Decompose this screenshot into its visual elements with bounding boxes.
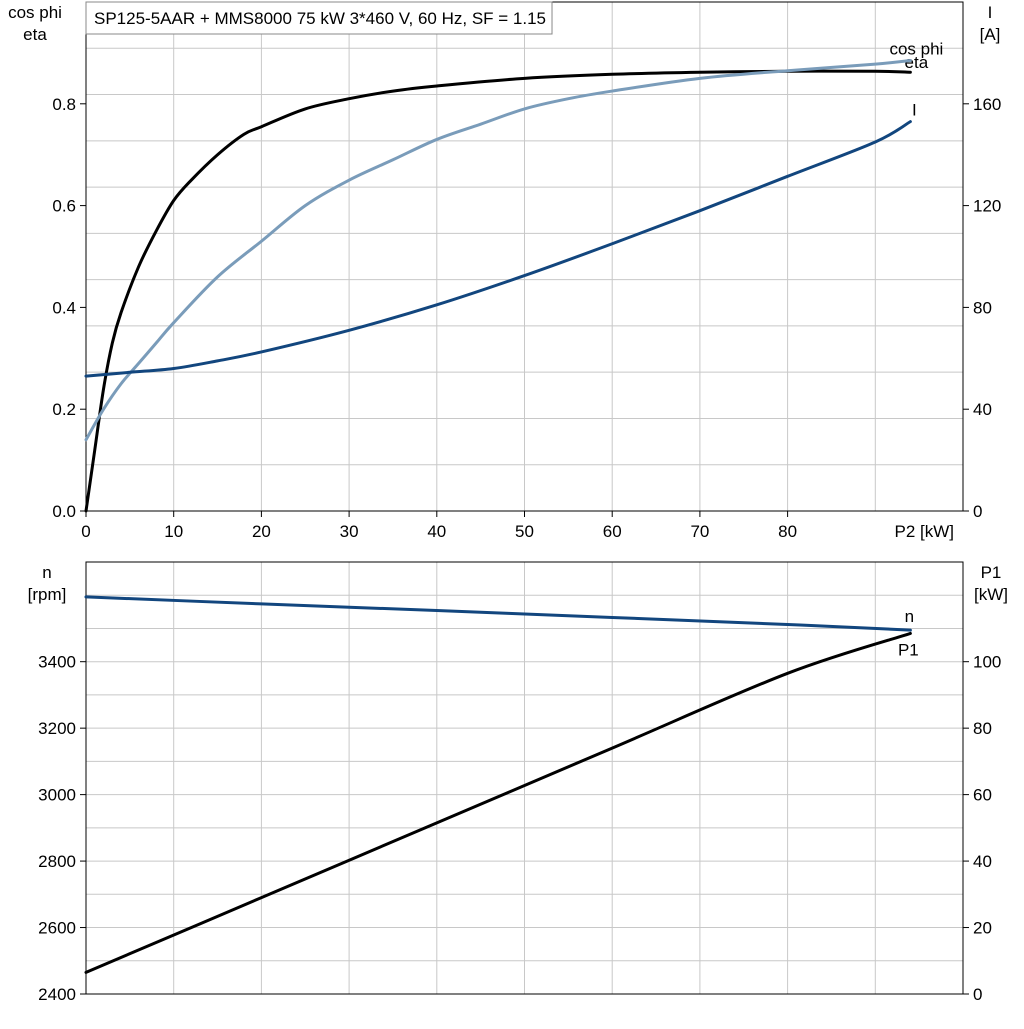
x-tick-label: 60 — [603, 522, 622, 541]
chart-title: SP125-5AAR + MMS8000 75 kW 3*460 V, 60 H… — [94, 9, 546, 28]
x-tick-label: 10 — [164, 522, 183, 541]
right-tick-label: 100 — [973, 653, 1001, 672]
right-tick-label: 20 — [973, 919, 992, 938]
right-tick-label: 40 — [973, 852, 992, 871]
right-tick-label: 160 — [973, 95, 1001, 114]
right-axis-label: P1 — [981, 563, 1002, 582]
right-axis-label: [A] — [980, 25, 1001, 44]
series-label-eta: eta — [905, 53, 929, 72]
x-tick-label: 80 — [778, 522, 797, 541]
plot-frame — [85, 561, 964, 995]
x-axis-label: P2 [kW] — [894, 522, 954, 541]
x-tick-label: 40 — [427, 522, 446, 541]
left-tick-label: 0.0 — [52, 502, 76, 521]
x-tick-label: 30 — [340, 522, 359, 541]
left-tick-label: 2400 — [38, 985, 76, 1004]
left-tick-label: 2800 — [38, 852, 76, 871]
left-tick-label: 3000 — [38, 786, 76, 805]
right-tick-label: 80 — [973, 719, 992, 738]
right-tick-label: 0 — [973, 985, 982, 1004]
right-tick-label: 120 — [973, 197, 1001, 216]
x-tick-label: 50 — [515, 522, 534, 541]
series-label-P1: P1 — [898, 640, 919, 659]
left-tick-label: 0.2 — [52, 400, 76, 419]
chart-title-box — [85, 1, 553, 35]
series-line-eta — [84, 69, 912, 513]
efficiency-current-chart: 0.0 0.2 0.4 0.6 0.8 0 40 80 120 160 0 10 20 30 40 50 60 7… — [8, 1, 1001, 541]
series-label-I: I — [912, 101, 917, 120]
left-tick-label: 0.8 — [52, 95, 76, 114]
x-tick-label: 20 — [252, 522, 271, 541]
x-tick-label: 70 — [690, 522, 709, 541]
right-tick-label: 60 — [973, 786, 992, 805]
speed-power-chart: 2400 2600 2800 3000 3200 3400 0 20 40 60 80 100 n [rp… — [28, 561, 1008, 1004]
left-tick-label: 3400 — [38, 653, 76, 672]
series-line-I — [84, 120, 912, 378]
right-tick-label: 80 — [973, 298, 992, 317]
left-tick-label: 0.4 — [52, 298, 76, 317]
left-tick-label: 3200 — [38, 719, 76, 738]
right-tick-label: 0 — [973, 502, 982, 521]
left-axis-label: n — [42, 563, 51, 582]
series-line-P1 — [84, 631, 912, 974]
x-tick-label: 0 — [81, 522, 90, 541]
series-line-n — [84, 595, 912, 632]
left-axis-label: eta — [23, 25, 47, 44]
left-tick-label: 0.6 — [52, 197, 76, 216]
series-label-n: n — [905, 607, 914, 626]
left-tick-label: 2600 — [38, 919, 76, 938]
right-axis-label: [kW] — [974, 585, 1008, 604]
series-label-cos-phi: cos phi — [889, 40, 943, 59]
left-axis-label: cos phi — [8, 3, 62, 22]
series-line-cos-phi — [84, 59, 912, 442]
right-tick-label: 40 — [973, 400, 992, 419]
left-axis-label: [rpm] — [28, 585, 67, 604]
right-axis-label: I — [988, 3, 993, 22]
